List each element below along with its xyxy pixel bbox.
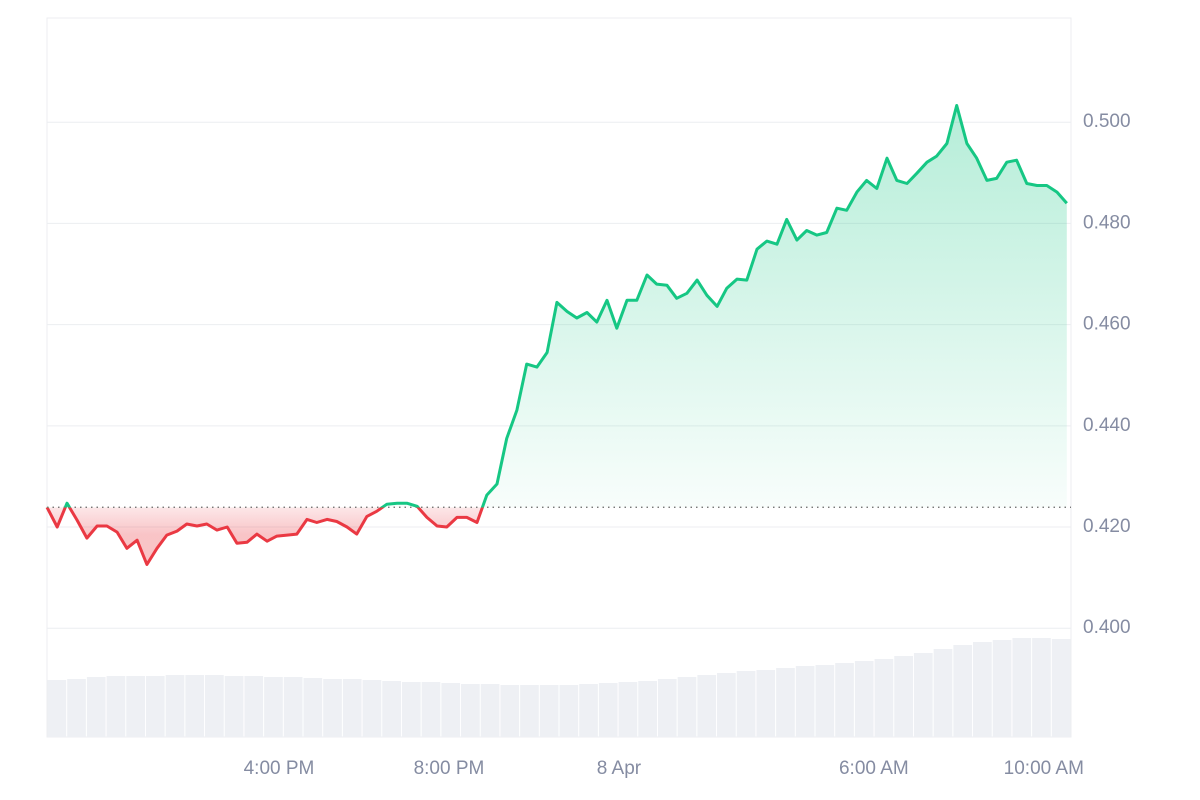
volume-bar bbox=[874, 659, 894, 737]
volume-bar bbox=[401, 682, 421, 737]
volume-bar bbox=[638, 681, 657, 737]
volume-bar bbox=[756, 670, 776, 737]
volume-bar bbox=[973, 642, 992, 737]
volume-bar bbox=[106, 676, 126, 737]
volume-bar bbox=[618, 682, 638, 737]
volume-bar bbox=[441, 683, 461, 737]
y-tick-label: 0.420 bbox=[1083, 516, 1131, 537]
volume-bar bbox=[165, 675, 185, 737]
x-tick-label: 8 Apr bbox=[597, 758, 642, 779]
volume-bar bbox=[244, 676, 264, 737]
x-tick-label: 4:00 PM bbox=[244, 758, 315, 779]
plot-frame bbox=[46, 17, 1072, 738]
volume-bar bbox=[657, 679, 677, 737]
x-tick-label: 6:00 AM bbox=[839, 758, 909, 779]
volume-bar bbox=[500, 685, 520, 737]
volume-bar bbox=[953, 645, 973, 737]
volume-bar bbox=[382, 681, 401, 737]
volume-bar bbox=[1032, 638, 1051, 737]
y-tick-label: 0.400 bbox=[1083, 617, 1131, 638]
volume-bar bbox=[539, 685, 559, 737]
volume-bar bbox=[67, 679, 86, 737]
volume-bar bbox=[992, 640, 1012, 737]
y-tick-label: 0.440 bbox=[1083, 415, 1131, 436]
volume-bar bbox=[421, 682, 441, 737]
volume-bar bbox=[579, 684, 598, 737]
volume-bar bbox=[362, 680, 382, 737]
volume-bar bbox=[835, 663, 854, 737]
volume-bar bbox=[461, 684, 480, 737]
volume-bar bbox=[303, 678, 323, 737]
price-area bbox=[47, 105, 1067, 565]
volume-bar bbox=[283, 677, 303, 737]
volume-bar bbox=[559, 685, 579, 737]
volume-bar bbox=[342, 679, 362, 737]
volume-bar bbox=[520, 685, 539, 737]
volume-bar bbox=[1012, 638, 1032, 737]
x-tick-label: 10:00 AM bbox=[1004, 758, 1084, 779]
y-tick-label: 0.460 bbox=[1083, 314, 1131, 335]
volume-bar bbox=[913, 653, 933, 737]
volume-bar bbox=[86, 677, 106, 737]
volume-bar bbox=[598, 683, 618, 737]
volume-bar bbox=[480, 684, 500, 737]
volume-bar bbox=[205, 675, 224, 737]
volume-bar bbox=[126, 676, 145, 737]
volume-bar bbox=[697, 675, 717, 737]
volume-bar bbox=[677, 677, 697, 737]
volume-bar bbox=[1051, 639, 1071, 737]
volume-bar bbox=[894, 656, 913, 737]
volume-bar bbox=[854, 661, 874, 737]
y-tick-label: 0.480 bbox=[1083, 212, 1131, 233]
volume-bar bbox=[815, 665, 835, 737]
volume-bar bbox=[776, 668, 795, 737]
x-tick-label: 8:00 PM bbox=[414, 758, 485, 779]
volume-bar bbox=[264, 677, 283, 737]
volume-bar bbox=[47, 680, 67, 737]
volume-bar bbox=[145, 676, 165, 737]
volume-bar bbox=[185, 675, 205, 737]
volume-bar bbox=[933, 649, 953, 737]
price-line bbox=[45, 104, 1068, 566]
volume-bar bbox=[224, 676, 244, 737]
volume-bar bbox=[323, 679, 342, 737]
volume-bar bbox=[795, 666, 815, 737]
volume-bar bbox=[717, 673, 736, 737]
y-tick-label: 0.500 bbox=[1083, 111, 1131, 132]
volume-bar bbox=[736, 671, 756, 737]
